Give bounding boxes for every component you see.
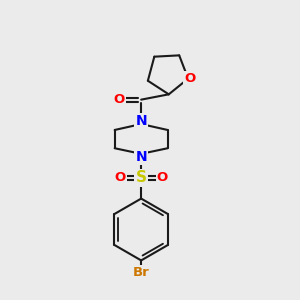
- Text: N: N: [135, 150, 147, 164]
- Text: N: N: [135, 114, 147, 128]
- Text: O: O: [114, 172, 126, 184]
- Text: O: O: [184, 72, 195, 85]
- Text: O: O: [113, 93, 125, 106]
- Text: Br: Br: [133, 266, 149, 279]
- Text: S: S: [136, 170, 147, 185]
- Text: O: O: [157, 172, 168, 184]
